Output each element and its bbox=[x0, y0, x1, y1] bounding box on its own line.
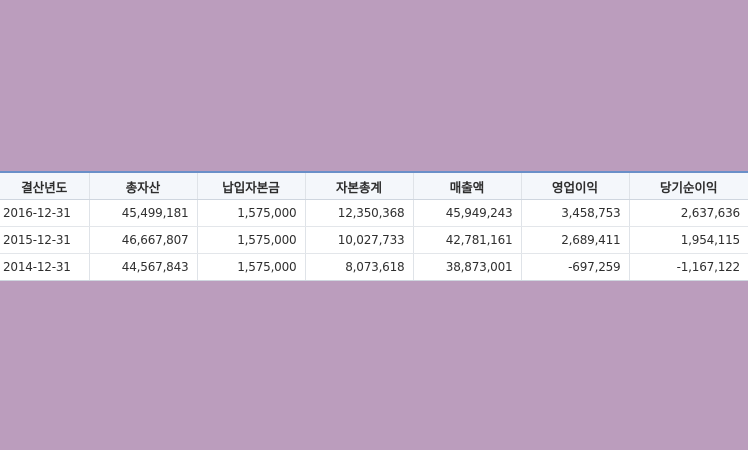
cell-paid-in-capital: 1,575,000 bbox=[197, 199, 306, 227]
cell-fiscal-year: 2015-12-31 bbox=[0, 226, 90, 254]
financial-summary-table-container: 결산년도 총자산 납입자본금 자본총계 매출액 영업이익 당기순이익 2016-… bbox=[0, 171, 748, 281]
table-row: 2014-12-31 44,567,843 1,575,000 8,073,61… bbox=[0, 253, 748, 280]
cell-revenue: 42,781,161 bbox=[413, 226, 522, 254]
cell-total-equity: 12,350,368 bbox=[305, 199, 414, 227]
cell-revenue: 38,873,001 bbox=[413, 253, 522, 280]
column-header-total-equity: 자본총계 bbox=[305, 173, 414, 200]
cell-total-equity: 10,027,733 bbox=[305, 226, 414, 254]
table-header-row: 결산년도 총자산 납입자본금 자본총계 매출액 영업이익 당기순이익 bbox=[0, 173, 748, 200]
cell-paid-in-capital: 1,575,000 bbox=[197, 226, 306, 254]
cell-revenue: 45,949,243 bbox=[413, 199, 522, 227]
cell-total-assets: 44,567,843 bbox=[89, 253, 198, 280]
column-header-operating-income: 영업이익 bbox=[521, 173, 630, 200]
cell-fiscal-year: 2016-12-31 bbox=[0, 199, 90, 227]
cell-total-equity: 8,073,618 bbox=[305, 253, 414, 280]
cell-net-income: 1,954,115 bbox=[629, 226, 748, 254]
table-row: 2016-12-31 45,499,181 1,575,000 12,350,3… bbox=[0, 199, 748, 227]
cell-operating-income: -697,259 bbox=[521, 253, 630, 280]
column-header-revenue: 매출액 bbox=[413, 173, 522, 200]
table-row: 2015-12-31 46,667,807 1,575,000 10,027,7… bbox=[0, 226, 748, 254]
cell-operating-income: 2,689,411 bbox=[521, 226, 630, 254]
column-header-paid-in-capital: 납입자본금 bbox=[197, 173, 306, 200]
cell-operating-income: 3,458,753 bbox=[521, 199, 630, 227]
cell-net-income: 2,637,636 bbox=[629, 199, 748, 227]
cell-total-assets: 46,667,807 bbox=[89, 226, 198, 254]
column-header-net-income: 당기순이익 bbox=[629, 173, 748, 200]
cell-total-assets: 45,499,181 bbox=[89, 199, 198, 227]
financial-summary-table: 결산년도 총자산 납입자본금 자본총계 매출액 영업이익 당기순이익 2016-… bbox=[0, 173, 748, 280]
column-header-fiscal-year: 결산년도 bbox=[0, 173, 90, 200]
cell-paid-in-capital: 1,575,000 bbox=[197, 253, 306, 280]
column-header-total-assets: 총자산 bbox=[89, 173, 198, 200]
cell-net-income: -1,167,122 bbox=[676, 260, 741, 274]
cell-fiscal-year: 2014-12-31 bbox=[0, 253, 90, 280]
